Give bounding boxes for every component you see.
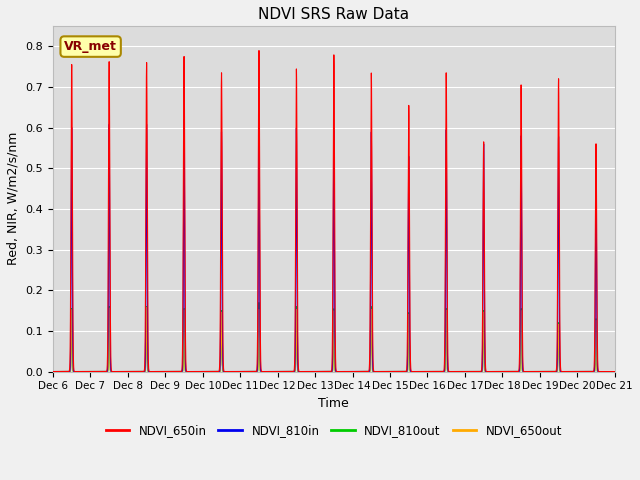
Title: NDVI SRS Raw Data: NDVI SRS Raw Data xyxy=(259,7,410,22)
X-axis label: Time: Time xyxy=(319,397,349,410)
Text: VR_met: VR_met xyxy=(64,40,117,53)
Y-axis label: Red, NIR, W/m2/s/nm: Red, NIR, W/m2/s/nm xyxy=(7,132,20,265)
Legend: NDVI_650in, NDVI_810in, NDVI_810out, NDVI_650out: NDVI_650in, NDVI_810in, NDVI_810out, NDV… xyxy=(101,419,567,442)
